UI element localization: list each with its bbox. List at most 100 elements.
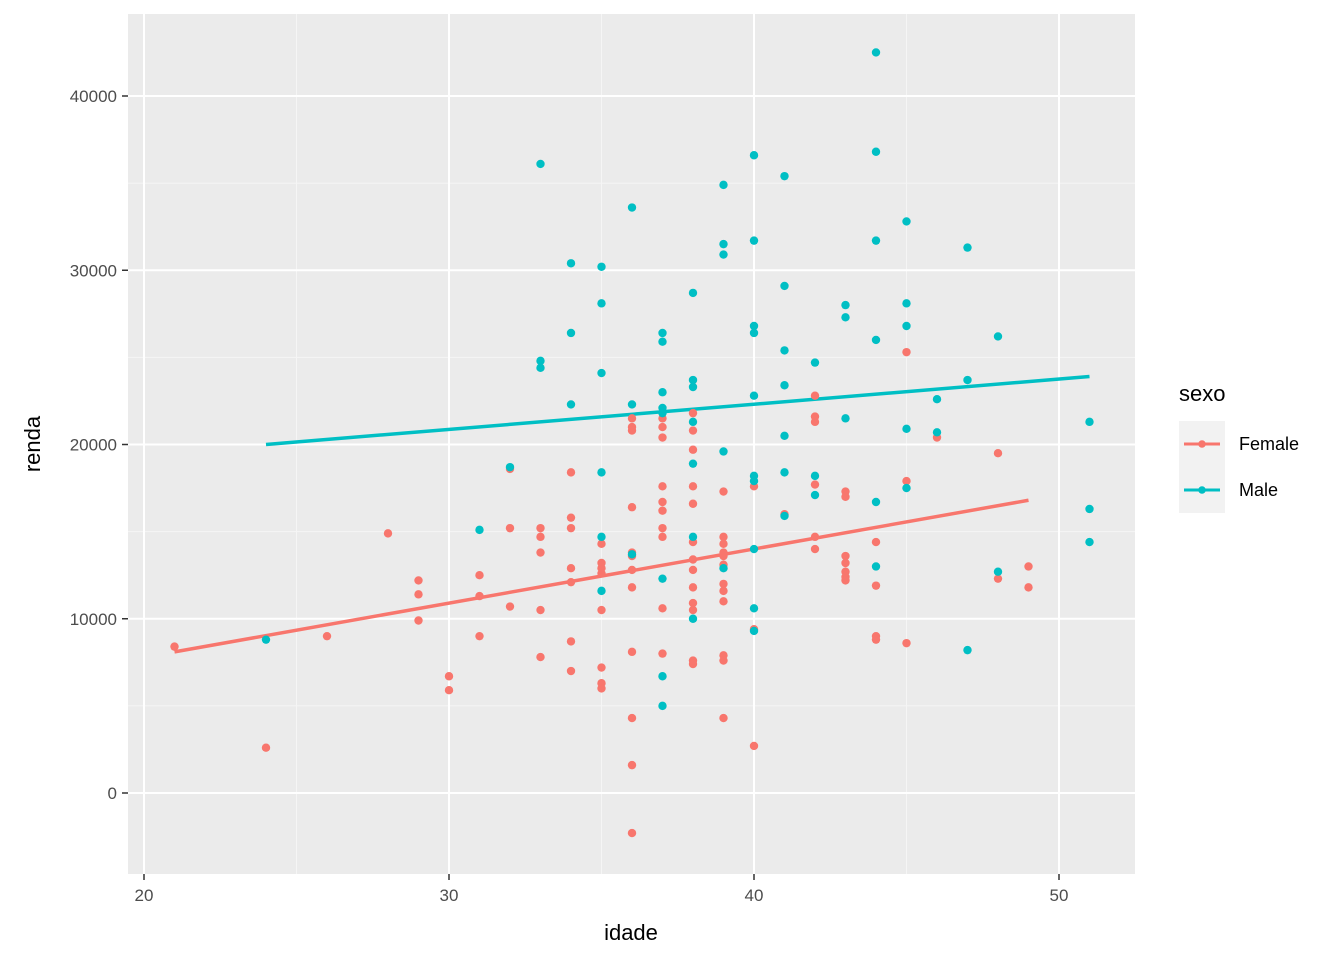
point-male (780, 171, 789, 181)
point-male (902, 483, 911, 493)
point-male (993, 332, 1003, 341)
point-female (749, 741, 759, 751)
point-male (688, 614, 698, 623)
point-male (688, 459, 698, 468)
point-male (597, 368, 606, 378)
point-male (658, 328, 667, 338)
legend-label-female: Female (1239, 434, 1299, 454)
y-tick-label: 20000 (70, 436, 117, 455)
point-male (871, 497, 881, 507)
point-male (688, 288, 698, 298)
point-female (688, 408, 698, 418)
point-male (536, 363, 545, 373)
point-female (841, 551, 850, 561)
point-male (475, 525, 484, 535)
x-tick-label: 40 (745, 886, 764, 905)
point-male (932, 428, 942, 437)
y-axis: 0 10000 20000 30000 40000 (70, 87, 128, 803)
point-female (688, 583, 698, 592)
point-female (688, 482, 698, 491)
point-female (658, 506, 667, 515)
point-male (688, 532, 698, 542)
point-male (749, 604, 759, 613)
point-female (627, 647, 637, 657)
point-female (688, 565, 698, 575)
point-male (871, 236, 881, 245)
point-male (749, 236, 759, 245)
point-female (170, 642, 179, 651)
point-female (627, 565, 637, 575)
point-female (414, 576, 423, 585)
point-male (749, 151, 759, 160)
point-female (414, 590, 423, 599)
point-male (780, 511, 789, 521)
legend-label-male: Male (1239, 480, 1278, 500)
point-male (932, 394, 942, 404)
point-female (810, 532, 820, 542)
point-female (719, 586, 728, 596)
point-female (871, 537, 881, 547)
point-female (658, 422, 667, 432)
point-female (597, 663, 606, 672)
x-axis-title: idade (604, 920, 658, 945)
point-female (597, 605, 606, 615)
point-male (841, 300, 850, 310)
point-male (627, 400, 637, 409)
point-female (841, 576, 850, 585)
x-axis: 20 30 40 50 (135, 874, 1068, 905)
point-male (963, 243, 972, 252)
point-male (749, 328, 759, 338)
point-female (688, 598, 698, 608)
point-male (719, 239, 728, 249)
point-male (658, 337, 667, 346)
fit-line-male (265, 374, 1090, 447)
point-male (658, 701, 667, 711)
point-female (261, 743, 271, 752)
point-female (719, 551, 728, 561)
point-male (536, 356, 545, 366)
point-female (627, 426, 637, 435)
point-male (963, 645, 972, 655)
point-female (993, 574, 1003, 583)
point-female (1024, 583, 1033, 592)
point-male (749, 321, 759, 331)
point-female (627, 713, 637, 723)
point-male (688, 417, 698, 427)
point-female (322, 631, 332, 641)
point-male (841, 313, 850, 322)
point-male (597, 468, 606, 477)
point-male (536, 159, 545, 169)
point-male (597, 299, 606, 308)
point-female (627, 414, 637, 423)
point-female (475, 570, 484, 580)
point-male (627, 203, 637, 212)
point-female (566, 577, 576, 587)
point-female (902, 476, 911, 486)
point-female (597, 684, 606, 693)
point-male (719, 564, 728, 573)
point-male (780, 431, 789, 440)
point-male (566, 328, 576, 338)
point-female (627, 503, 637, 512)
point-male (810, 358, 820, 367)
point-female (719, 532, 728, 542)
point-male (597, 262, 606, 271)
point-female (871, 581, 881, 590)
point-female (1024, 562, 1033, 571)
point-male (749, 626, 759, 636)
point-male (719, 180, 728, 190)
point-male (749, 544, 759, 554)
point-female (475, 591, 484, 601)
point-female (444, 685, 454, 695)
point-female (810, 391, 820, 400)
point-female (688, 445, 698, 454)
point-female (536, 652, 545, 662)
point-female (566, 637, 576, 646)
point-female (688, 605, 698, 615)
point-female (688, 555, 698, 564)
point-female (688, 659, 698, 669)
point-female (658, 604, 667, 613)
point-female (536, 523, 545, 533)
data-points (170, 48, 1094, 838)
x-tick-label: 20 (135, 886, 154, 905)
